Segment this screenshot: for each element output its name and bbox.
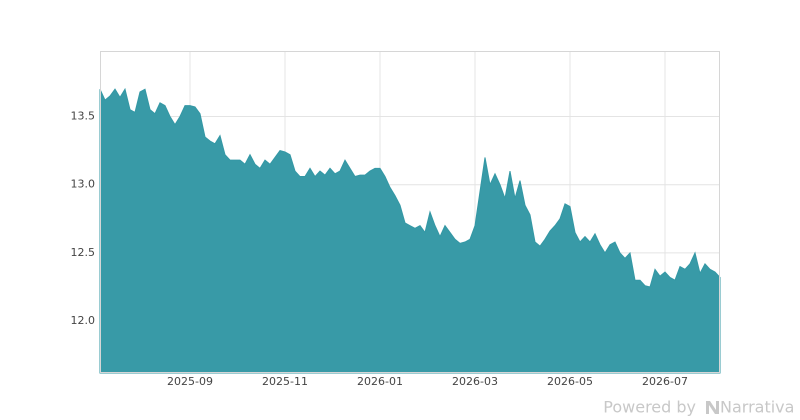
logo: [706, 401, 719, 414]
x-tick-label: 2026-05: [547, 375, 593, 388]
logo-icon: [706, 401, 719, 414]
y-tick-label: 13.0: [71, 178, 96, 191]
x-tick-label: 2026-07: [642, 375, 688, 388]
credit-brand: Narrativa: [720, 398, 794, 417]
y-tick-label: 12.5: [71, 246, 96, 259]
plot: [99, 87, 721, 374]
x-tick-label: 2026-01: [357, 375, 403, 388]
x-tick-label: 2026-03: [452, 375, 498, 388]
x-tick-label: 2025-11: [262, 375, 308, 388]
plot-border: [100, 51, 720, 373]
area: [99, 87, 721, 374]
y-tick-label: 12.0: [71, 314, 96, 327]
credit-text: Powered by: [603, 398, 696, 417]
x-tick-label: 2025-09: [167, 375, 213, 388]
y-tick-label: 13.5: [71, 109, 96, 122]
